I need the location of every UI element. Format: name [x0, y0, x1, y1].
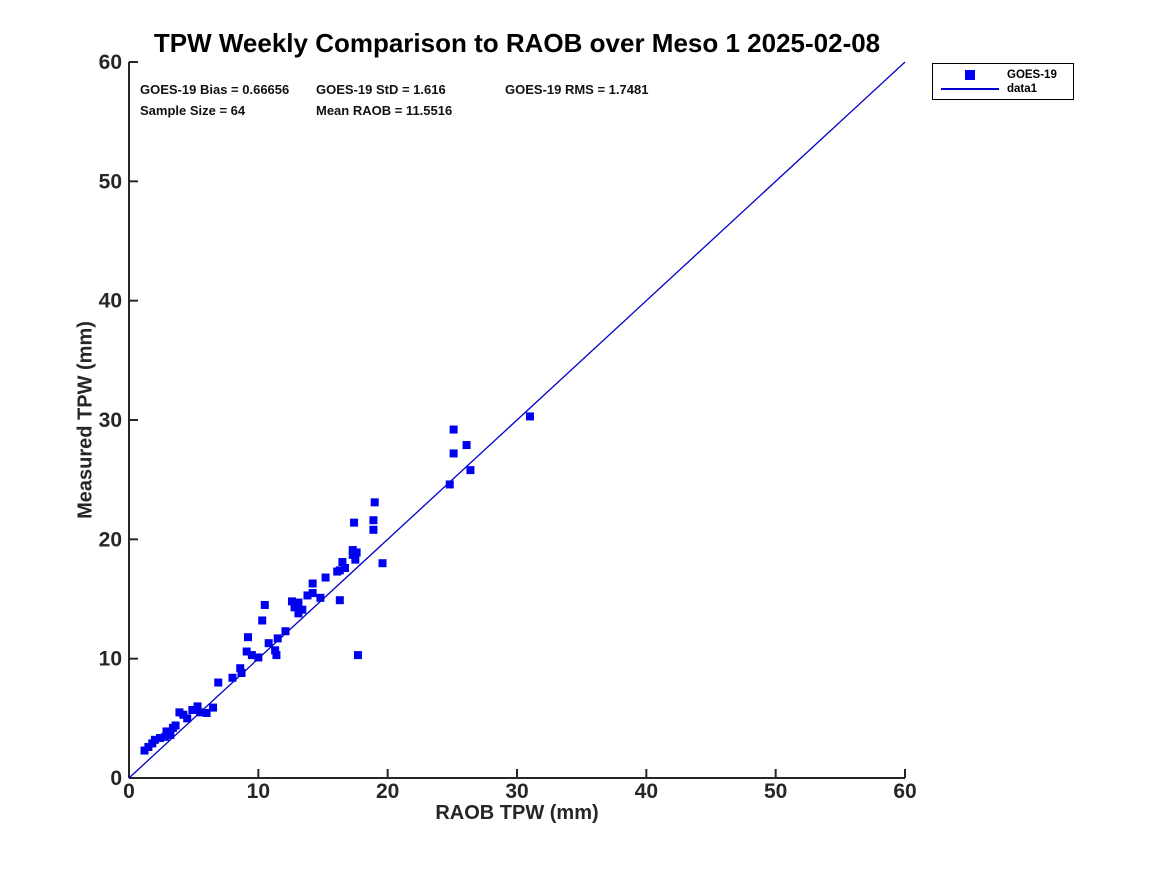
scatter-point: [254, 653, 263, 662]
scatter-point: [193, 702, 202, 711]
scatter-point: [183, 714, 192, 723]
scatter-point: [166, 731, 175, 740]
stat-rms: GOES-19 RMS = 1.7481: [505, 82, 649, 97]
scatter-point: [156, 734, 165, 743]
scatter-point: [449, 449, 458, 458]
scatter-point: [350, 518, 359, 527]
scatter-point: [242, 647, 251, 656]
scatter-point: [316, 593, 325, 602]
legend: GOES-19 data1: [932, 63, 1074, 100]
scatter-point: [303, 591, 312, 600]
scatter-point: [321, 573, 330, 582]
scatter-point: [171, 721, 180, 730]
y-tick-label: 10: [99, 648, 122, 671]
x-tick-label: 50: [764, 780, 787, 803]
legend-label-goes19: GOES-19: [1007, 69, 1057, 81]
scatter-point: [378, 559, 387, 568]
scatter-point: [370, 498, 379, 507]
scatter-point: [260, 600, 269, 609]
scatter-point: [281, 627, 290, 636]
stat-sample-size: Sample Size = 64: [140, 103, 246, 118]
identity-line: [128, 61, 906, 779]
scatter-point: [298, 605, 307, 614]
legend-label-data1: data1: [1007, 83, 1038, 95]
scatter-point: [264, 639, 273, 648]
scatter-point: [188, 705, 197, 714]
scatter-point: [209, 703, 218, 712]
scatter-point: [273, 634, 282, 643]
x-tick-label: 60: [893, 780, 916, 803]
scatter-point: [287, 597, 296, 606]
y-tick-label: 60: [99, 51, 122, 74]
scatter-point: [272, 651, 281, 660]
y-tick-label: 40: [99, 290, 122, 313]
chart-title: TPW Weekly Comparison to RAOB over Meso …: [153, 28, 881, 58]
legend-icon-cell: [933, 88, 1007, 90]
y-tick-label: 30: [99, 409, 122, 432]
scatter-point: [236, 664, 245, 673]
scatter-point: [237, 668, 246, 677]
stat-bias: GOES-19 Bias = 0.66656: [140, 82, 290, 97]
scatter-point: [338, 558, 347, 567]
legend-entry-goes19: GOES-19: [933, 68, 1073, 82]
x-tick-label: 40: [635, 780, 658, 803]
scatter-point: [294, 598, 303, 607]
stat-std: GOES-19 StD = 1.616: [316, 82, 446, 97]
scatter-point: [308, 579, 317, 588]
scatter-point: [247, 651, 256, 660]
legend-icon-cell: [933, 70, 1007, 80]
scatter-point: [202, 708, 211, 717]
scatter-point: [369, 525, 378, 534]
x-tick-label: 30: [505, 780, 528, 803]
y-tick-label: 0: [110, 767, 122, 790]
scatter-point: [525, 412, 534, 421]
scatter-point: [369, 516, 378, 525]
scatter-point: [308, 589, 317, 598]
scatter-point: [258, 616, 267, 625]
scatter-point: [335, 596, 344, 605]
scatter-point: [214, 678, 223, 687]
scatter-point: [352, 548, 361, 557]
x-tick-label: 20: [376, 780, 399, 803]
scatter-point: [150, 735, 159, 744]
scatter-point: [243, 633, 252, 642]
scatter-point: [353, 651, 362, 660]
scatter-point: [351, 555, 360, 564]
scatter-point: [340, 563, 349, 572]
x-tick-label: 10: [247, 780, 270, 803]
scatter-point: [449, 425, 458, 434]
x-axis-label: RAOB TPW (mm): [435, 802, 599, 824]
y-tick-label: 20: [99, 528, 122, 551]
legend-entry-data1: data1: [933, 82, 1073, 96]
stat-mean-raob: Mean RAOB = 11.5516: [316, 103, 453, 118]
scatter-point: [271, 646, 280, 655]
scatter-point: [462, 441, 471, 450]
x-tick-label: 0: [123, 780, 135, 803]
scatter-point: [228, 673, 237, 682]
scatter-point: [445, 480, 454, 489]
scatter-point: [290, 603, 299, 612]
scatter-point: [466, 466, 475, 475]
scatter-point: [335, 566, 344, 575]
scatter-point: [161, 732, 170, 741]
line-marker-icon: [941, 88, 999, 90]
square-marker-icon: [965, 70, 975, 80]
y-tick-label: 50: [99, 170, 122, 193]
